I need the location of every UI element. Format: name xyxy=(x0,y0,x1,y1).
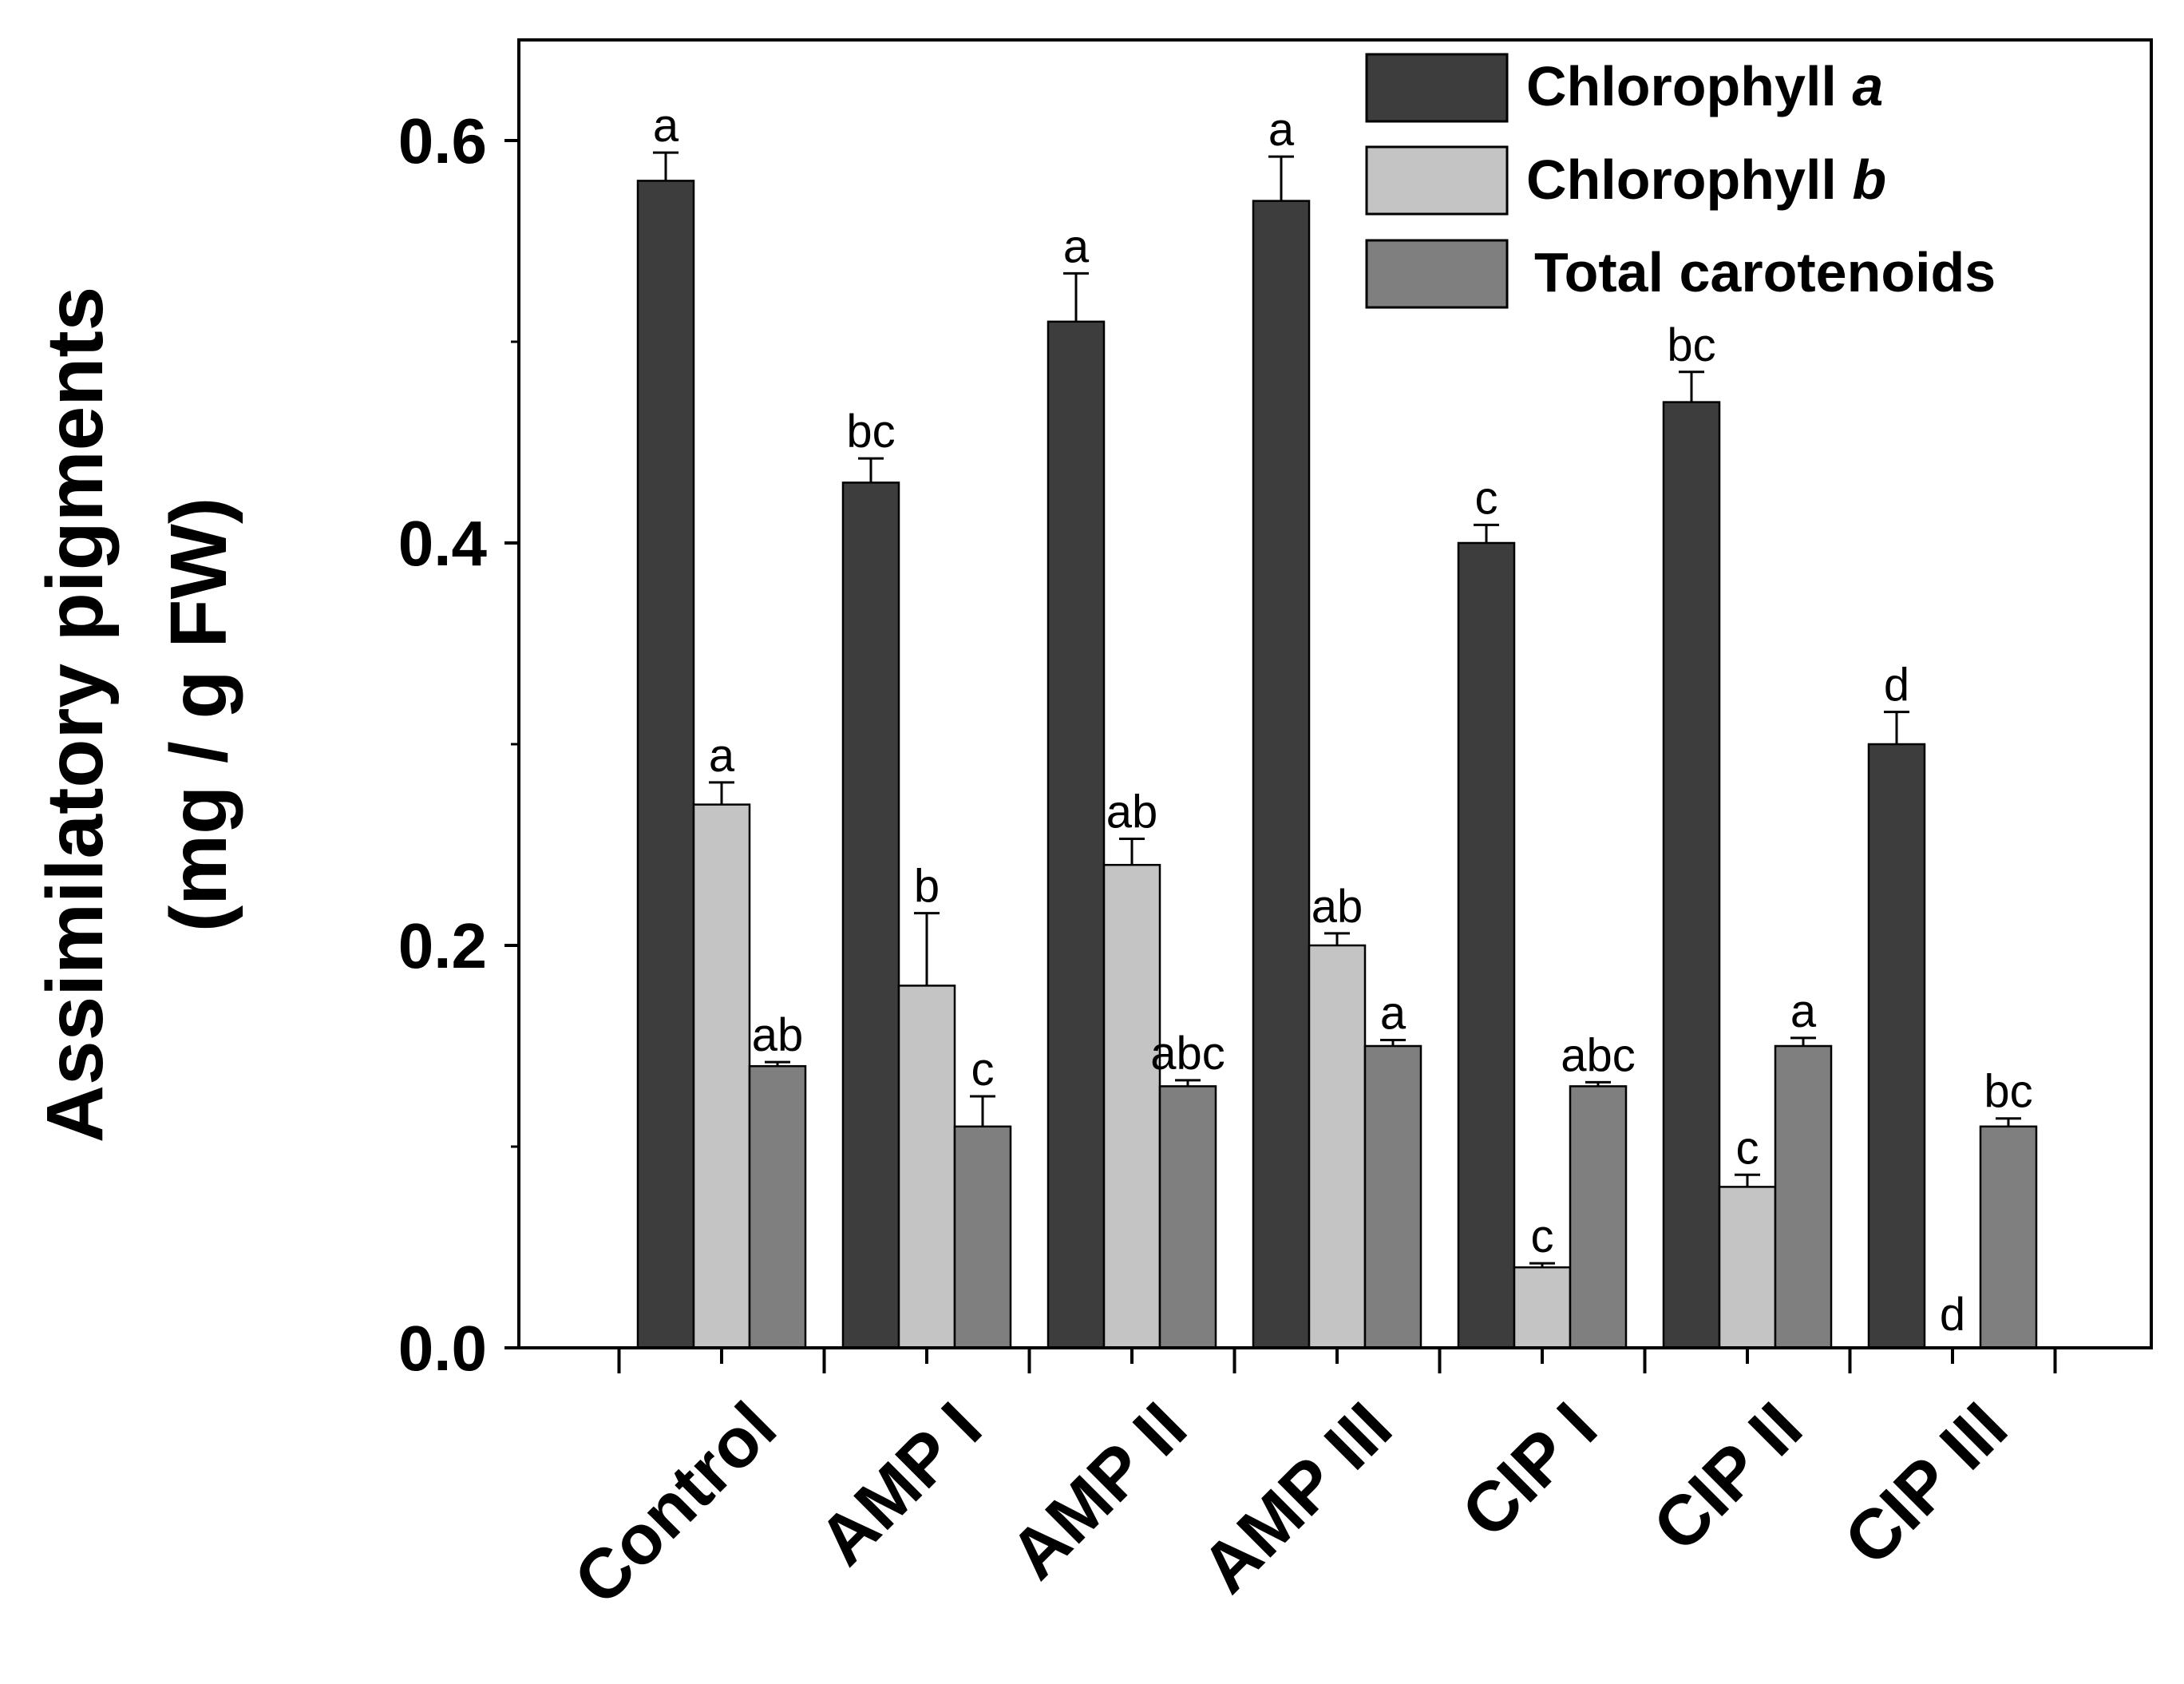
sig-letter-total-carotenoids-amp-iii: a xyxy=(1380,987,1407,1039)
sig-letter-chlorophyll-a-cip-i: c xyxy=(1475,472,1498,524)
bar-chlorophyll-b-control xyxy=(692,803,751,1349)
sig-letter-total-carotenoids-amp-i: c xyxy=(971,1044,995,1096)
bar-total-carotenoids-amp-ii xyxy=(1158,1085,1217,1349)
sig-letter-chlorophyll-b-control: a xyxy=(709,730,735,782)
y-tick-label: 0.6 xyxy=(398,105,487,176)
bar-total-carotenoids-amp-i xyxy=(953,1125,1012,1349)
legend: Chlorophyll a Chlorophyll b Total carote… xyxy=(1365,53,1996,309)
sig-letter-chlorophyll-a-cip-ii: bc xyxy=(1667,319,1715,371)
sig-letter-total-carotenoids-cip-ii: a xyxy=(1790,985,1817,1037)
bar-chlorophyll-a-amp-ii xyxy=(1046,320,1106,1349)
sig-letter-chlorophyll-b-cip-ii: c xyxy=(1736,1122,1759,1174)
bar-total-carotenoids-cip-iii xyxy=(1979,1125,2038,1349)
legend-label-chlorophyll-a: Chlorophyll a xyxy=(1526,55,1883,117)
sig-letter-chlorophyll-b-amp-ii: ab xyxy=(1106,786,1158,838)
y-axis-title-line1: Assimilatory pigments xyxy=(30,287,120,1143)
legend-label-chlorophyll-b: Chlorophyll b xyxy=(1526,149,1886,211)
sig-letter-chlorophyll-a-cip-iii: d xyxy=(1884,660,1909,711)
bar-chlorophyll-b-cip-ii xyxy=(1718,1186,1777,1349)
bar-chlorophyll-a-cip-ii xyxy=(1662,401,1721,1349)
bar-chlorophyll-a-cip-iii xyxy=(1867,743,1926,1349)
bar-chlorophyll-b-amp-ii xyxy=(1102,863,1161,1349)
bar-total-carotenoids-amp-iii xyxy=(1363,1044,1422,1349)
sig-letter-total-carotenoids-cip-i: abc xyxy=(1561,1029,1636,1081)
sig-letter-total-carotenoids-control: ab xyxy=(752,1009,804,1061)
legend-swatch-chlorophyll-a xyxy=(1365,53,1509,123)
sig-letter-chlorophyll-b-amp-iii: ab xyxy=(1312,881,1363,933)
bar-chlorophyll-a-amp-i xyxy=(841,481,900,1349)
sig-letter-chlorophyll-b-cip-iii: d xyxy=(1940,1289,1965,1341)
bar-total-carotenoids-control xyxy=(748,1064,807,1349)
bar-total-carotenoids-cip-ii xyxy=(1774,1044,1833,1349)
bar-chlorophyll-b-cip-i xyxy=(1513,1266,1572,1349)
y-tick-label: 0.4 xyxy=(398,508,488,579)
sig-letter-chlorophyll-a-amp-i: bc xyxy=(846,406,895,458)
legend-swatch-total-carotenoids xyxy=(1365,239,1509,309)
sig-letter-chlorophyll-b-cip-i: c xyxy=(1531,1210,1554,1262)
plot-frame xyxy=(517,38,2153,1349)
bar-chlorophyll-b-amp-iii xyxy=(1308,944,1367,1349)
sig-letter-chlorophyll-a-control: a xyxy=(653,100,679,152)
sig-letter-total-carotenoids-cip-iii: bc xyxy=(1984,1066,2032,1118)
y-tick-label: 0.0 xyxy=(398,1313,487,1384)
bar-chlorophyll-b-amp-i xyxy=(897,985,956,1349)
bars-layer xyxy=(636,151,2038,1349)
legend-label-total-carotenoids: Total carotenoids xyxy=(1534,241,1996,303)
sig-letter-chlorophyll-a-amp-ii: a xyxy=(1063,220,1090,272)
bar-total-carotenoids-cip-i xyxy=(1569,1085,1628,1349)
sig-letter-chlorophyll-a-amp-iii: a xyxy=(1268,104,1295,156)
bar-chlorophyll-a-control xyxy=(636,180,695,1349)
sig-letter-chlorophyll-b-amp-i: b xyxy=(914,861,940,913)
y-tick-label: 0.2 xyxy=(398,910,487,981)
legend-swatch-chlorophyll-b xyxy=(1365,145,1509,216)
sig-letter-total-carotenoids-amp-ii: abc xyxy=(1150,1028,1225,1080)
y-axis-title-line2: (mg / g FW) xyxy=(154,497,243,932)
bar-chlorophyll-a-cip-i xyxy=(1457,541,1516,1349)
bar-chlorophyll-a-amp-iii xyxy=(1252,200,1311,1349)
